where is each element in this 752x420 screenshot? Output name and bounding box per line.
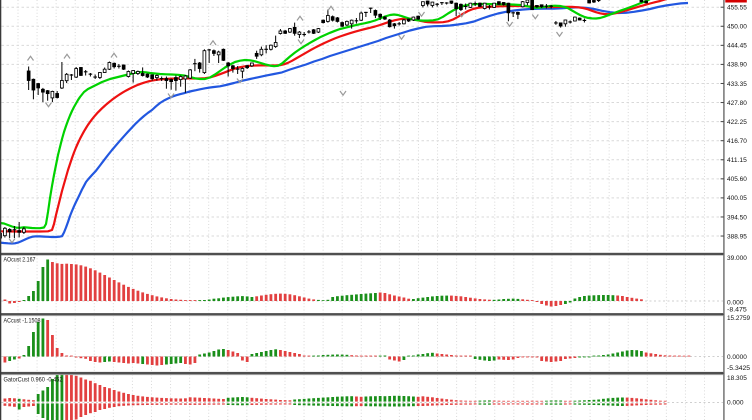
svg-text:450.00: 450.00 (727, 24, 747, 31)
svg-text:ACcust -1.1508: ACcust -1.1508 (4, 318, 41, 325)
svg-text:438.90: 438.90 (727, 62, 747, 69)
svg-text:455.55: 455.55 (727, 5, 747, 12)
svg-text:0.0000: 0.0000 (727, 354, 747, 361)
svg-text:405.60: 405.60 (727, 176, 747, 183)
svg-text:18.305: 18.305 (727, 375, 747, 382)
svg-text:-5.3425: -5.3425 (727, 365, 751, 372)
svg-text:416.70: 416.70 (727, 138, 747, 145)
svg-text:427.80: 427.80 (727, 100, 747, 107)
svg-text:422.25: 422.25 (727, 119, 747, 126)
svg-text:394.50: 394.50 (727, 214, 747, 221)
svg-text:400.05: 400.05 (727, 195, 747, 202)
svg-text:0.000: 0.000 (727, 399, 744, 406)
svg-text:15.2759: 15.2759 (727, 315, 750, 322)
svg-text:444.45: 444.45 (727, 43, 747, 50)
svg-text:411.15: 411.15 (727, 157, 747, 164)
svg-text:AOcust 2.167: AOcust 2.167 (4, 256, 36, 263)
svg-text:433.35: 433.35 (727, 81, 747, 88)
svg-text:388.95: 388.95 (727, 233, 747, 240)
svg-text:-8.475: -8.475 (727, 307, 747, 314)
svg-text:GatorCust 0.960 -0.452: GatorCust 0.960 -0.452 (4, 377, 63, 384)
svg-text:0.000: 0.000 (727, 299, 744, 306)
svg-text:39.000: 39.000 (727, 255, 747, 262)
